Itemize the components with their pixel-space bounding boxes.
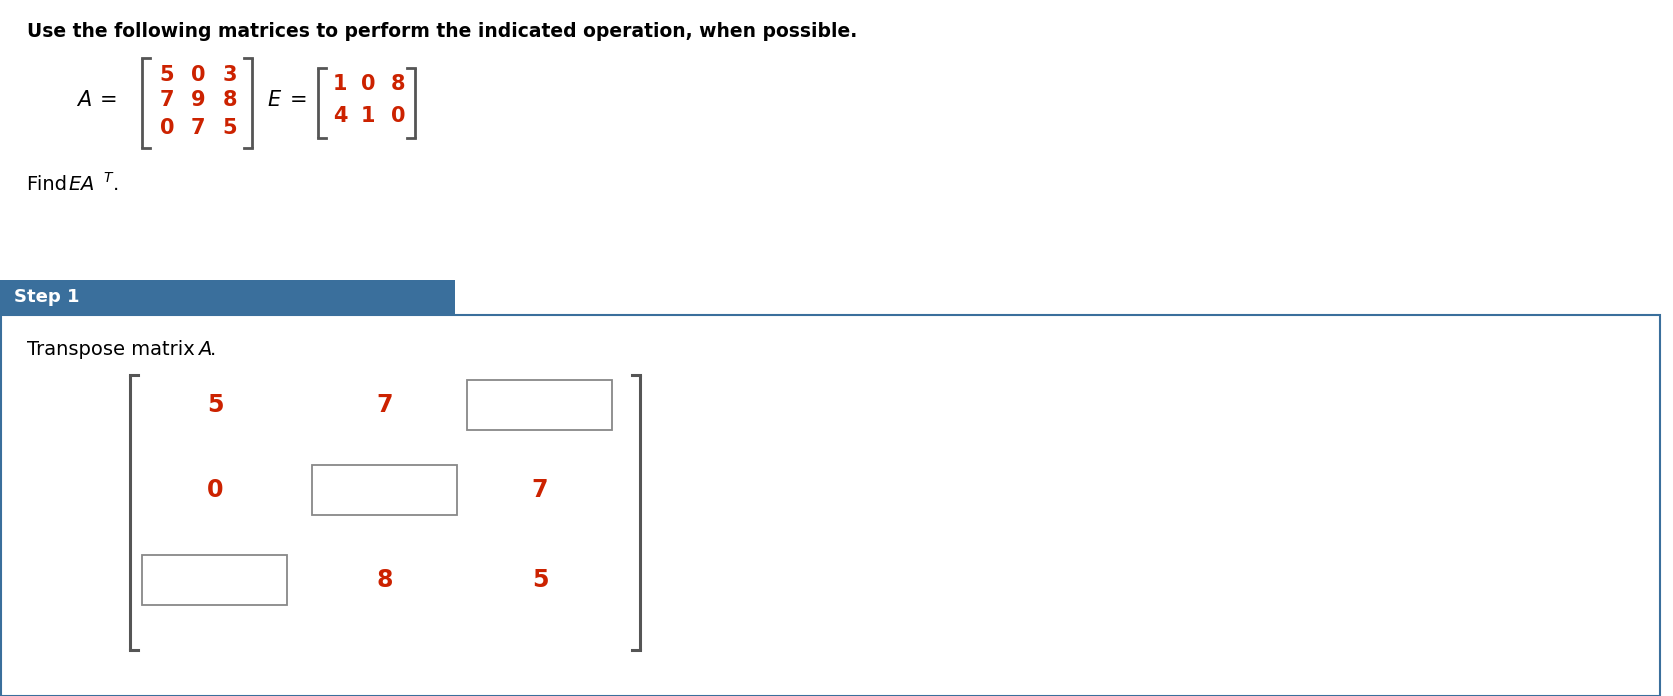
Text: Transpose matrix: Transpose matrix (27, 340, 201, 360)
Text: $A$: $A$ (75, 90, 92, 110)
Text: 8: 8 (390, 74, 405, 94)
Text: 1: 1 (333, 74, 346, 94)
Text: 3: 3 (223, 65, 238, 85)
Text: 8: 8 (223, 90, 238, 110)
Text: 4: 4 (333, 106, 346, 126)
Text: =: = (289, 90, 308, 110)
Text: $T$: $T$ (104, 171, 114, 185)
Text: 5: 5 (207, 393, 223, 417)
Text: .: . (114, 175, 119, 194)
Text: 0: 0 (207, 478, 223, 502)
Text: .: . (209, 340, 216, 360)
Bar (0, 280, 455, 315)
Text: $EA$: $EA$ (69, 175, 94, 194)
Text: Find: Find (27, 175, 74, 194)
Text: Step 1: Step 1 (13, 288, 79, 306)
Bar (2, 315, 1660, 696)
FancyBboxPatch shape (313, 465, 457, 515)
Text: 7: 7 (159, 90, 174, 110)
Text: 0: 0 (390, 106, 405, 126)
Text: 0: 0 (361, 74, 375, 94)
Text: 7: 7 (376, 393, 393, 417)
Text: $E$: $E$ (266, 90, 281, 110)
Text: 1: 1 (361, 106, 375, 126)
Text: 7: 7 (191, 118, 206, 138)
Text: 5: 5 (223, 118, 238, 138)
Text: 0: 0 (191, 65, 206, 85)
Text: $A$: $A$ (197, 340, 212, 360)
FancyBboxPatch shape (142, 555, 288, 605)
Text: Use the following matrices to perform the indicated operation, when possible.: Use the following matrices to perform th… (27, 22, 857, 41)
Text: 5: 5 (159, 65, 174, 85)
Text: 9: 9 (191, 90, 206, 110)
Text: 7: 7 (532, 478, 549, 502)
Text: 8: 8 (376, 568, 393, 592)
Text: 0: 0 (159, 118, 174, 138)
Text: =: = (100, 90, 117, 110)
Text: 5: 5 (532, 568, 549, 592)
FancyBboxPatch shape (467, 380, 612, 430)
